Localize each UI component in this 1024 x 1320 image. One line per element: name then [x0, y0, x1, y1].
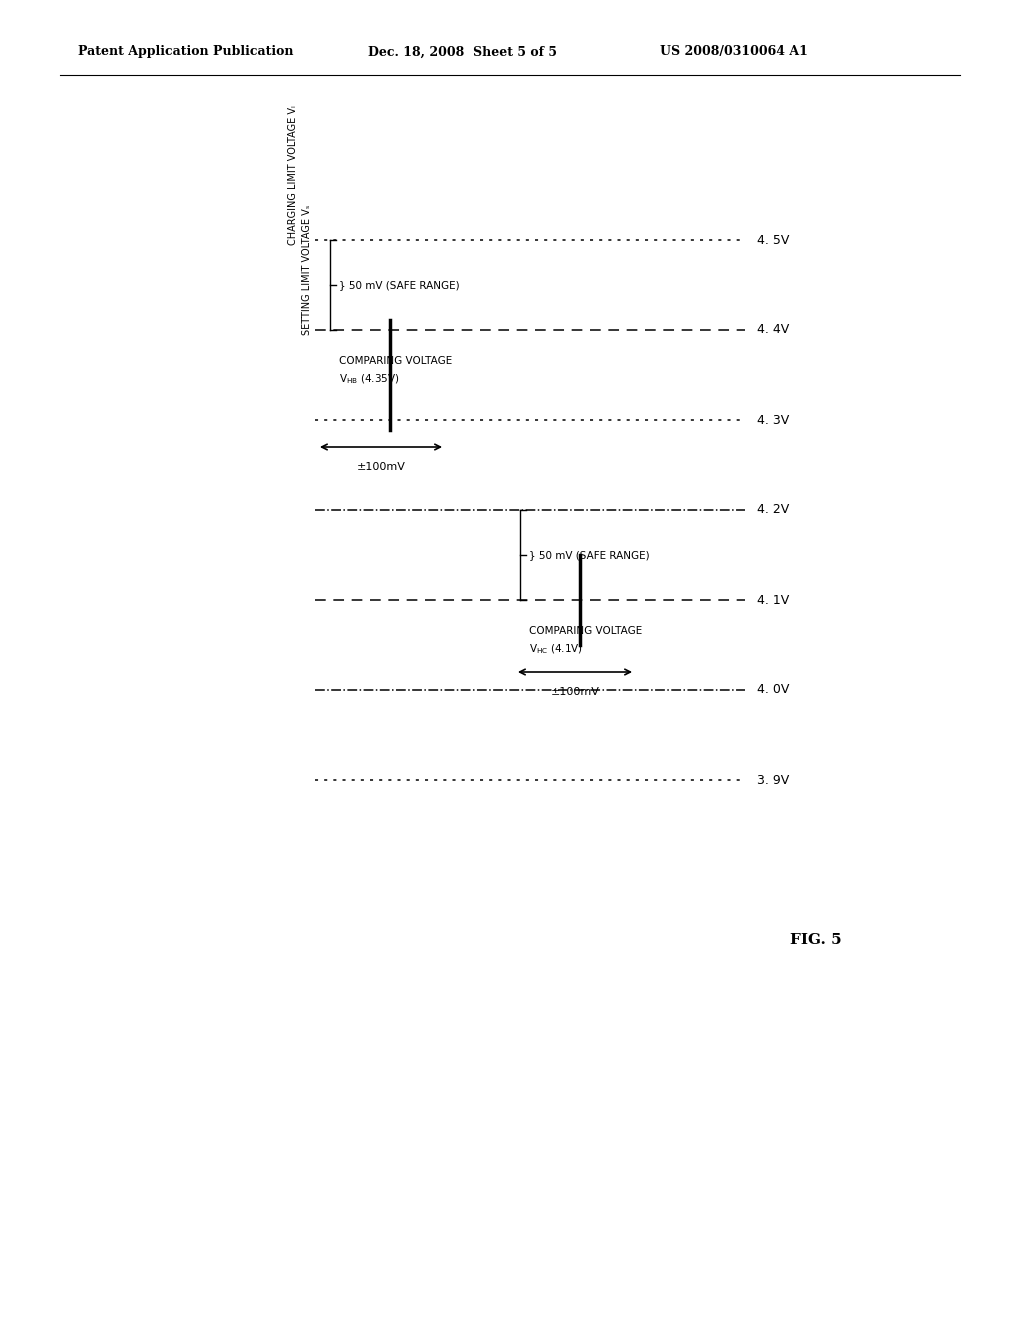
Text: } 50 mV (SAFE RANGE): } 50 mV (SAFE RANGE)	[529, 550, 649, 560]
Text: COMPARING VOLTAGE: COMPARING VOLTAGE	[529, 626, 642, 636]
Text: COMPARING VOLTAGE: COMPARING VOLTAGE	[339, 356, 453, 366]
Text: 4. 1V: 4. 1V	[757, 594, 790, 606]
Text: Patent Application Publication: Patent Application Publication	[78, 45, 294, 58]
Text: Dec. 18, 2008  Sheet 5 of 5: Dec. 18, 2008 Sheet 5 of 5	[368, 45, 557, 58]
Text: SETTING LIMIT VOLTAGE Vₛ: SETTING LIMIT VOLTAGE Vₛ	[302, 205, 312, 335]
Text: 4. 5V: 4. 5V	[757, 234, 790, 247]
Text: 4. 3V: 4. 3V	[757, 413, 790, 426]
Text: US 2008/0310064 A1: US 2008/0310064 A1	[660, 45, 808, 58]
Text: 4. 0V: 4. 0V	[757, 684, 790, 697]
Text: ±100mV: ±100mV	[551, 686, 599, 697]
Text: ±100mV: ±100mV	[356, 462, 406, 473]
Text: $\mathregular{V_{HB}}$ (4.35V): $\mathregular{V_{HB}}$ (4.35V)	[339, 372, 399, 385]
Text: CHARGING LIMIT VOLTAGE Vₗ: CHARGING LIMIT VOLTAGE Vₗ	[288, 106, 298, 246]
Text: 4. 4V: 4. 4V	[757, 323, 790, 337]
Text: 3. 9V: 3. 9V	[757, 774, 790, 787]
Text: } 50 mV (SAFE RANGE): } 50 mV (SAFE RANGE)	[339, 280, 460, 290]
Text: 4. 2V: 4. 2V	[757, 503, 790, 516]
Text: FIG. 5: FIG. 5	[790, 933, 842, 946]
Text: $\mathregular{V_{HC}}$ (4.1V): $\mathregular{V_{HC}}$ (4.1V)	[529, 643, 583, 656]
